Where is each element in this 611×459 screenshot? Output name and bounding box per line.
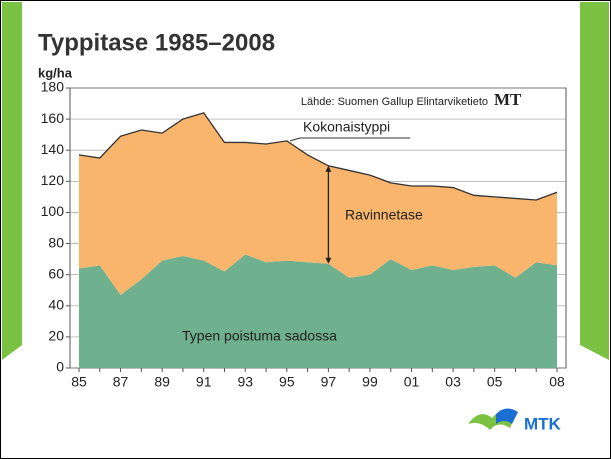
y-tick-label: 140 [41, 141, 65, 157]
x-tick-label: 99 [362, 374, 378, 390]
right-strip [580, 2, 609, 360]
plot: Kokonaistyppi Ravinnetase Typen poistuma s… [70, 87, 566, 369]
x-tick-label: 05 [487, 374, 503, 390]
y-tick-label: 0 [56, 359, 64, 375]
x-tick-label: 87 [113, 374, 129, 390]
y-tick-label: 120 [41, 172, 65, 188]
series-label: Ravinnetase [345, 207, 423, 223]
top-line [78, 112, 558, 201]
x-tick-label: 03 [445, 374, 461, 390]
source-logo: MT [494, 90, 522, 109]
logo-icon-blue [496, 408, 518, 424]
x-tick-label: 95 [279, 374, 295, 390]
logo-text: MTK [524, 414, 562, 433]
source: Lähde: Suomen Gallup Elintarviketieto [301, 96, 488, 108]
x-tick-label: 93 [237, 374, 253, 390]
left-strip [2, 2, 22, 360]
y-tick-label: 100 [41, 203, 65, 219]
area [79, 254, 557, 368]
y-tick-label: 180 [41, 79, 65, 95]
chart-title: Typpitase 1985–2008 [38, 29, 275, 56]
x-tick-label: 97 [321, 374, 337, 390]
top-line-leader [289, 137, 301, 142]
x-tick-label: 85 [71, 374, 87, 390]
x-tick-label: 91 [196, 374, 212, 390]
y-tick-label: 40 [48, 296, 64, 312]
x-tick-label: 01 [404, 374, 420, 390]
y-tick-label: 60 [48, 265, 64, 281]
x-tick-label: 89 [154, 374, 170, 390]
y-tick-label: 160 [41, 110, 65, 126]
area [79, 112, 557, 295]
y-tick-label: 80 [48, 234, 64, 250]
x-tick-label: 08 [549, 374, 565, 390]
series-label: Typen poistuma sadossa [182, 328, 337, 344]
top-line-label: Kokonaistyppi [303, 119, 390, 135]
y-tick-label: 20 [48, 328, 64, 344]
y-axis-label: kg/ha [38, 65, 73, 80]
